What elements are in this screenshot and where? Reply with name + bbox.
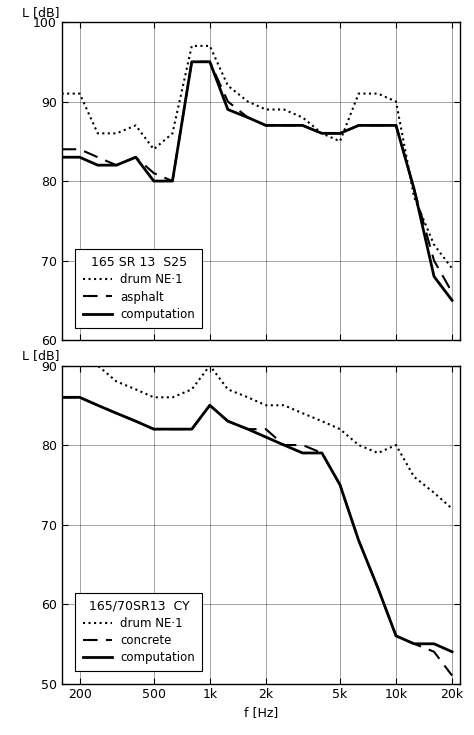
- Text: L [dB]: L [dB]: [22, 6, 59, 19]
- Text: L [dB]: L [dB]: [22, 349, 59, 362]
- Legend: drum NE·1, concrete, computation: drum NE·1, concrete, computation: [75, 592, 202, 671]
- X-axis label: f [Hz]: f [Hz]: [244, 706, 278, 719]
- Legend: drum NE·1, asphalt, computation: drum NE·1, asphalt, computation: [75, 249, 202, 328]
